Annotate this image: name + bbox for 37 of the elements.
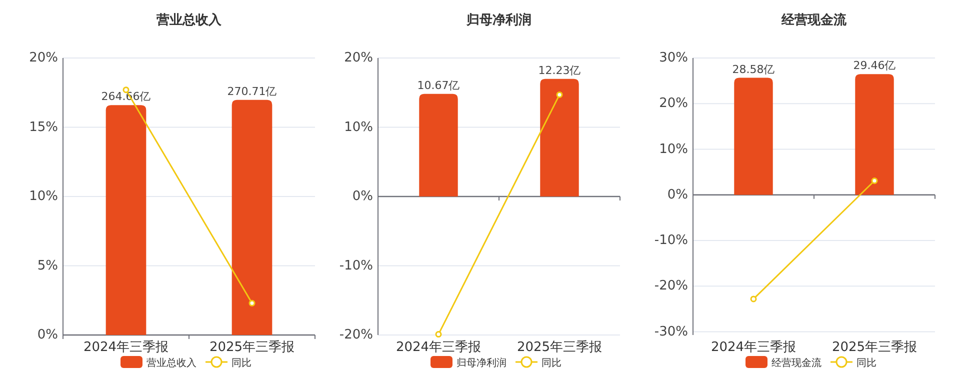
- x-tick-label: 2025年三季报: [516, 340, 602, 355]
- y-tick-label: 10%: [29, 189, 58, 204]
- legend-label: 经营现金流: [772, 357, 822, 369]
- x-tick-label: 2025年三季报: [832, 340, 918, 355]
- legend-label: 归母净利润: [456, 357, 506, 369]
- y-tick-label: 0%: [352, 189, 373, 204]
- y-tick-label: 20%: [344, 50, 373, 66]
- y-tick-label: 30%: [659, 50, 688, 66]
- y-tick-label: 5%: [37, 258, 58, 274]
- y-tick-label: 15%: [29, 120, 58, 135]
- data-label: 28.58亿: [732, 62, 775, 76]
- chart-title: 营业总收入: [156, 12, 222, 28]
- x-tick-label: 2024年三季报: [710, 340, 796, 355]
- y-tick-label: -10%: [654, 233, 688, 248]
- y-tick-label: -10%: [339, 258, 373, 274]
- y-tick-label: -20%: [654, 278, 688, 294]
- y-tick-label: 0%: [37, 328, 58, 342]
- legend-label: 营业总收入: [146, 357, 196, 369]
- y-tick-label: 0%: [667, 187, 688, 202]
- data-label: 10.67亿: [417, 78, 460, 92]
- y-tick-label: 20%: [659, 96, 688, 112]
- chart-title: 归母净利润: [466, 12, 532, 28]
- x-tick-label: 2025年三季报: [209, 340, 295, 355]
- data-label: 12.23亿: [538, 64, 581, 77]
- y-tick-label: 10%: [344, 120, 373, 135]
- legend-label: 同比: [542, 357, 562, 369]
- x-tick-label: 2024年三季报: [83, 340, 169, 355]
- chart-title: 经营现金流: [780, 12, 848, 28]
- legend-label: 同比: [232, 357, 252, 369]
- legend-label: 同比: [856, 357, 876, 369]
- y-tick-label: 20%: [29, 50, 58, 66]
- data-label: 270.71亿: [227, 84, 277, 98]
- y-tick-label: -20%: [339, 328, 373, 342]
- x-tick-label: 2024年三季报: [396, 340, 482, 355]
- y-tick-label: 10%: [659, 142, 688, 157]
- y-tick-label: -30%: [654, 324, 688, 340]
- data-label: 29.46亿: [853, 59, 896, 72]
